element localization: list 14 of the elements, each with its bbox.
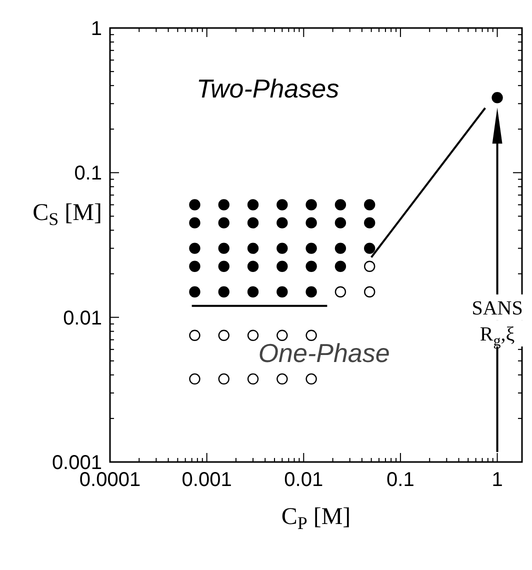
x-tick-label: 1	[492, 469, 503, 491]
x-tick-label: 0.001	[182, 469, 232, 491]
y-tick-label: 1	[90, 18, 102, 40]
annotation: One-Phase	[258, 338, 390, 368]
annotation: SANS	[472, 297, 523, 320]
y-axis-title: C$_{S}$ [M]	[32, 200, 102, 230]
x-tick-label: 0.01	[284, 469, 324, 491]
x-tick-label: 0.0001	[79, 469, 141, 491]
y-tick-label: 0.1	[74, 162, 102, 185]
annotation: R$_{g}$,ξ	[480, 323, 515, 349]
annotation: Two-Phases	[196, 73, 340, 104]
x-axis-title: C$_{P}$ [M]	[281, 504, 351, 534]
x-tick-label: 0.1	[386, 469, 414, 491]
y-tick-label: 0.01	[63, 307, 102, 330]
